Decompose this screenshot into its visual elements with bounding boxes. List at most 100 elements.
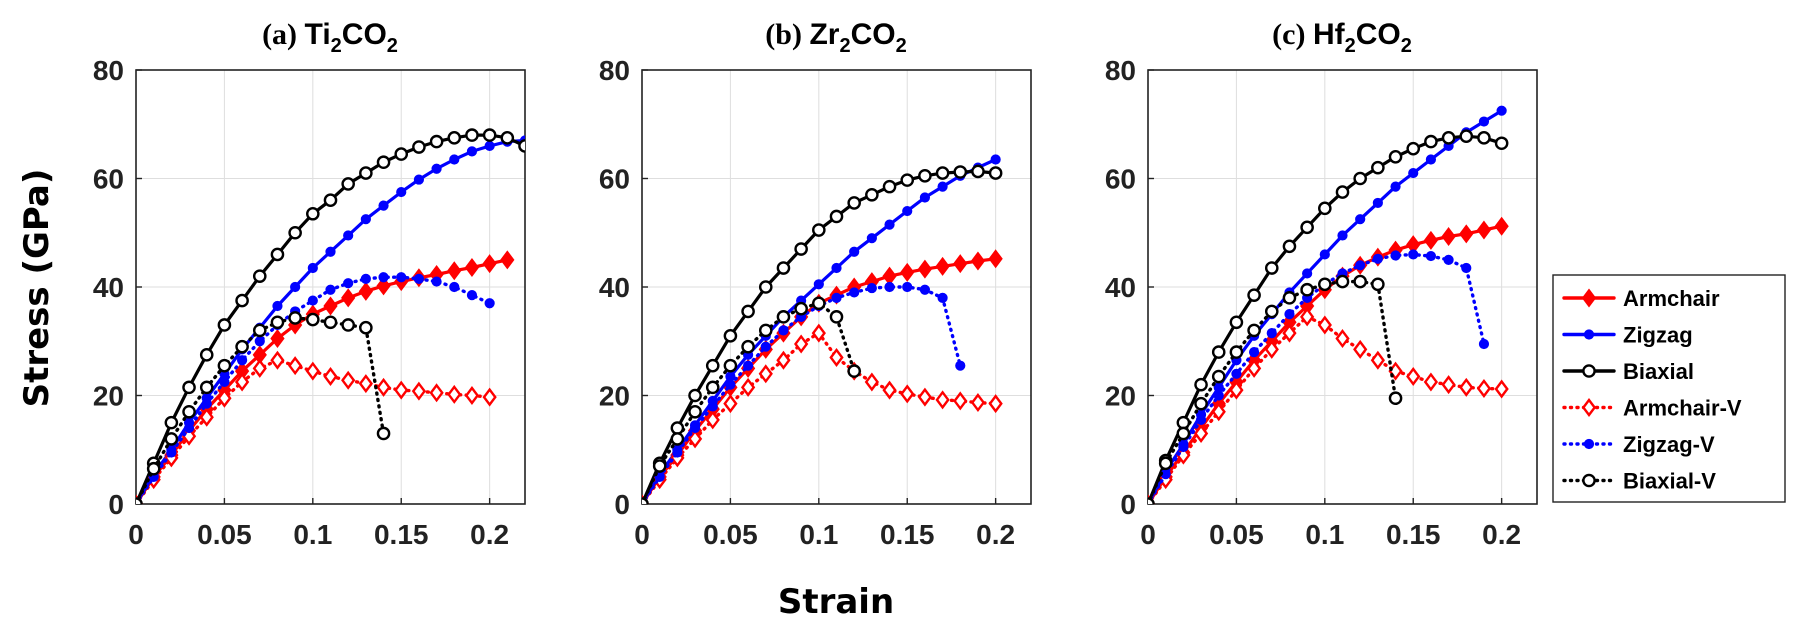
panel-c-biaxial-point bbox=[1282, 239, 1297, 254]
panel-a-biaxial-v-point bbox=[182, 404, 196, 419]
panel-b-x-tick-label: 0.05 bbox=[703, 519, 758, 550]
panel-a-title: (a) Ti2CO2 bbox=[262, 18, 398, 57]
panel-c-armchair-point bbox=[1494, 216, 1509, 236]
panel-a-armchair-v-point bbox=[288, 356, 303, 376]
panel-a-biaxial-point bbox=[199, 348, 214, 362]
panel-b-zigzag-v-point bbox=[937, 292, 948, 303]
panel-a-biaxial-point bbox=[341, 177, 355, 191]
legend-armchair-v-label: Armchair-V bbox=[1623, 396, 1742, 421]
panel-c-biaxial-point bbox=[1494, 136, 1509, 151]
panel-b-biaxial-v-point bbox=[642, 497, 649, 504]
panel-c-armchair-point bbox=[1423, 230, 1439, 250]
panel-c-armchair-v-point bbox=[1246, 358, 1262, 378]
panel-a-biaxial-point bbox=[482, 128, 497, 142]
panel-a-armchair-v-point bbox=[464, 386, 480, 405]
panel-a-biaxial-point bbox=[394, 147, 409, 161]
panel-a-armchair-line bbox=[136, 258, 509, 504]
panel-c-biaxial-v-point bbox=[1300, 282, 1314, 297]
panel-b-armchair-point bbox=[970, 251, 986, 271]
panel-a-zigzag-point bbox=[449, 154, 460, 165]
panel-a-armchair-v-point bbox=[411, 381, 427, 401]
legend-armchair-v-marker bbox=[1581, 398, 1597, 417]
panel-a-biaxial-point bbox=[323, 193, 338, 207]
panel-a-biaxial-point bbox=[217, 318, 232, 332]
panel-c-zigzag-v-point bbox=[1355, 260, 1366, 271]
panel-b-y-tick-label: 60 bbox=[599, 164, 630, 195]
panel-a-armchair-v-point bbox=[252, 358, 267, 378]
panel-b-armchair-point bbox=[953, 254, 968, 274]
panel-b-zigzag-point bbox=[937, 181, 948, 192]
legend-biaxial-marker bbox=[1582, 364, 1596, 378]
panel-a-biaxial-v-point bbox=[323, 315, 338, 330]
legend-biaxial-label: Biaxial bbox=[1623, 359, 1694, 384]
panel-a-biaxial-point bbox=[288, 225, 302, 240]
panel-a-armchair-v-point bbox=[429, 383, 444, 403]
panel-a-biaxial-point bbox=[182, 380, 196, 395]
panel-b-y-ticks: 0 20 40 60 80 bbox=[599, 55, 648, 520]
panel-b-biaxial-point bbox=[812, 223, 826, 237]
panel-c-biaxial-point bbox=[1211, 345, 1226, 359]
panel-a-armchair-point bbox=[358, 281, 373, 301]
panel-a-biaxial-point bbox=[412, 140, 426, 154]
panel-a-armchair-point bbox=[464, 257, 480, 277]
panel-a-armchair-v-point bbox=[305, 361, 320, 381]
panel-b-x-tick-label: 0.15 bbox=[880, 519, 935, 550]
panel-a-x-ticks: 0 0.05 0.1 0.15 0.2 bbox=[128, 498, 509, 550]
panel-a-armchair-v-point bbox=[217, 388, 232, 408]
panel-c-zigzag-v-point bbox=[1284, 309, 1295, 320]
panel-c-biaxial-point bbox=[1264, 261, 1279, 275]
panel-a-armchair-point bbox=[341, 288, 356, 308]
panel-b-biaxial-point bbox=[953, 165, 968, 179]
panel-b-y-tick-label: 80 bbox=[599, 55, 630, 86]
panel-b-zigzag-point bbox=[884, 219, 895, 230]
panel-a-armchair-v-point bbox=[482, 387, 497, 407]
panel-c-zigzag-v-point bbox=[1390, 250, 1401, 261]
panel-b-armchair-v-point bbox=[864, 372, 879, 392]
panel-c-biaxial-point bbox=[1441, 131, 1456, 145]
panel-c-biaxial-point bbox=[1477, 131, 1491, 145]
panel-b-biaxial-v-point bbox=[794, 301, 808, 316]
panel-c-series bbox=[1148, 105, 1509, 504]
panel-b-zigzag-point bbox=[849, 246, 860, 257]
panel-a-y-tick-label: 80 bbox=[93, 55, 124, 86]
panel-b-zigzag-v-point bbox=[866, 282, 877, 294]
panel-b-biaxial-point bbox=[865, 187, 879, 202]
panel-a-zigzag-v-point bbox=[236, 355, 248, 366]
panel-b-biaxial-point bbox=[705, 358, 720, 373]
panel-a-y-tick-label: 0 bbox=[108, 489, 124, 520]
panel-a-zigzag-v-point bbox=[431, 276, 442, 287]
panel-c-zigzag-point bbox=[1337, 230, 1348, 241]
panel-a-biaxial-v-point bbox=[146, 461, 161, 476]
panel-c-biaxial-point bbox=[1318, 201, 1332, 216]
panel-b-x-tick-label: 0.2 bbox=[976, 519, 1015, 550]
panel-b-y-tick-label: 20 bbox=[599, 381, 630, 412]
panel-a-biaxial-v-point bbox=[235, 339, 249, 354]
panel-a-biaxial-point bbox=[447, 131, 462, 145]
panel-c-biaxial-point bbox=[1335, 185, 1350, 199]
panel-b-biaxial-v-point bbox=[723, 358, 738, 373]
legend-zigzag-marker bbox=[1583, 329, 1595, 340]
panel-b-biaxial-point bbox=[918, 168, 932, 183]
panel-c-armchair-v-point bbox=[1300, 307, 1315, 327]
panel-a-zigzag-point bbox=[396, 186, 407, 198]
panel-c-biaxial-point bbox=[1371, 160, 1385, 175]
panel-a-zigzag-point bbox=[484, 140, 495, 152]
legend-zigzag-v-marker bbox=[1583, 438, 1595, 450]
panel-b-biaxial-v-point bbox=[741, 339, 755, 354]
panel-b-zigzag-v-point bbox=[707, 401, 718, 412]
panel-c-y-tick-label: 60 bbox=[1105, 164, 1136, 195]
panel-a-zigzag-point bbox=[307, 262, 318, 274]
panel-b-biaxial-v-point bbox=[812, 296, 826, 311]
panel-c-biaxial-point bbox=[1300, 220, 1314, 235]
panel-a-armchair-point bbox=[270, 329, 285, 349]
panel-c-y-tick-label: 80 bbox=[1105, 55, 1136, 86]
panel-a-armchair-point bbox=[323, 296, 338, 316]
panel-b-x-tick-label: 0 bbox=[634, 519, 650, 550]
panel-c-armchair-v-point bbox=[1353, 339, 1368, 359]
legend: Armchair Zigzag Biaxial Armchair-V Zigzag-V B… bbox=[1552, 274, 1786, 503]
panel-a-biaxial-v-point bbox=[136, 497, 143, 504]
panel-a-biaxial-point bbox=[518, 139, 525, 153]
panel-a-armchair-point bbox=[447, 261, 462, 281]
panel-b-biaxial-v-point bbox=[652, 459, 667, 473]
panel-c-y-ticks: 0 20 40 60 80 bbox=[1105, 55, 1154, 520]
